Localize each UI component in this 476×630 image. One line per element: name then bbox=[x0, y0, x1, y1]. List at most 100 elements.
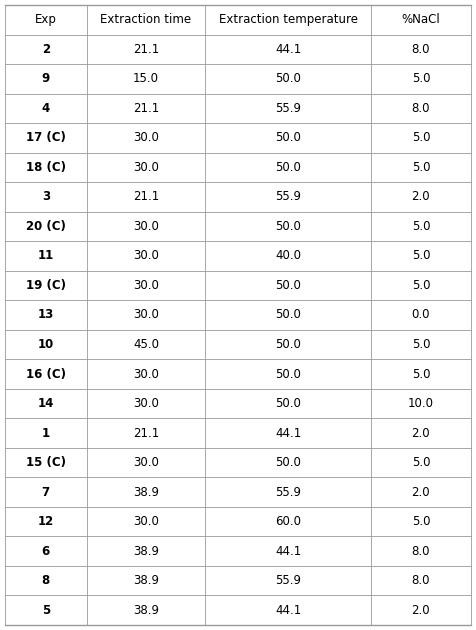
Bar bbox=[205, 64, 371, 94]
Text: 30.0: 30.0 bbox=[133, 279, 159, 292]
Text: 40.0: 40.0 bbox=[275, 249, 301, 263]
Bar bbox=[205, 418, 371, 448]
Text: 2.0: 2.0 bbox=[412, 486, 430, 498]
Text: 30.0: 30.0 bbox=[133, 456, 159, 469]
Bar bbox=[87, 359, 205, 389]
Text: 30.0: 30.0 bbox=[133, 220, 159, 233]
Text: 50.0: 50.0 bbox=[275, 132, 301, 144]
Bar bbox=[371, 241, 471, 271]
Text: 2.0: 2.0 bbox=[412, 427, 430, 440]
Text: 50.0: 50.0 bbox=[275, 456, 301, 469]
Bar bbox=[5, 329, 87, 359]
Bar bbox=[205, 212, 371, 241]
Bar bbox=[371, 212, 471, 241]
Text: 5.0: 5.0 bbox=[412, 338, 430, 351]
Text: 10: 10 bbox=[38, 338, 54, 351]
Text: 55.9: 55.9 bbox=[275, 102, 301, 115]
Text: 5.0: 5.0 bbox=[412, 456, 430, 469]
Text: 17 (C): 17 (C) bbox=[26, 132, 66, 144]
Bar bbox=[5, 241, 87, 271]
Text: 3: 3 bbox=[42, 190, 50, 203]
Bar bbox=[87, 595, 205, 625]
Text: 30.0: 30.0 bbox=[133, 397, 159, 410]
Text: 60.0: 60.0 bbox=[275, 515, 301, 528]
Text: 44.1: 44.1 bbox=[275, 43, 301, 56]
Bar bbox=[87, 329, 205, 359]
Text: 2.0: 2.0 bbox=[412, 190, 430, 203]
Text: %NaCl: %NaCl bbox=[402, 13, 440, 26]
Text: 8.0: 8.0 bbox=[412, 43, 430, 56]
Text: 21.1: 21.1 bbox=[133, 190, 159, 203]
Text: 45.0: 45.0 bbox=[133, 338, 159, 351]
Bar bbox=[205, 5, 371, 35]
Bar bbox=[371, 301, 471, 329]
Text: 9: 9 bbox=[42, 72, 50, 85]
Text: 38.9: 38.9 bbox=[133, 604, 159, 617]
Bar bbox=[371, 123, 471, 152]
Text: 15 (C): 15 (C) bbox=[26, 456, 66, 469]
Bar bbox=[87, 212, 205, 241]
Bar bbox=[205, 448, 371, 478]
Text: 5: 5 bbox=[42, 604, 50, 617]
Text: 55.9: 55.9 bbox=[275, 574, 301, 587]
Text: Exp: Exp bbox=[35, 13, 57, 26]
Bar bbox=[371, 152, 471, 182]
Bar bbox=[371, 448, 471, 478]
Bar bbox=[371, 182, 471, 212]
Bar bbox=[205, 271, 371, 301]
Text: 30.0: 30.0 bbox=[133, 249, 159, 263]
Text: 30.0: 30.0 bbox=[133, 309, 159, 321]
Bar bbox=[205, 478, 371, 507]
Text: 50.0: 50.0 bbox=[275, 367, 301, 381]
Bar bbox=[5, 301, 87, 329]
Bar bbox=[5, 212, 87, 241]
Bar bbox=[371, 35, 471, 64]
Bar bbox=[205, 566, 371, 595]
Text: 50.0: 50.0 bbox=[275, 279, 301, 292]
Text: 5.0: 5.0 bbox=[412, 72, 430, 85]
Bar bbox=[205, 241, 371, 271]
Bar bbox=[87, 35, 205, 64]
Bar bbox=[205, 507, 371, 536]
Bar bbox=[371, 595, 471, 625]
Bar bbox=[5, 448, 87, 478]
Text: 50.0: 50.0 bbox=[275, 161, 301, 174]
Text: 8.0: 8.0 bbox=[412, 574, 430, 587]
Bar bbox=[371, 566, 471, 595]
Text: 50.0: 50.0 bbox=[275, 397, 301, 410]
Text: 50.0: 50.0 bbox=[275, 309, 301, 321]
Text: 2: 2 bbox=[42, 43, 50, 56]
Text: 30.0: 30.0 bbox=[133, 161, 159, 174]
Text: 5.0: 5.0 bbox=[412, 515, 430, 528]
Bar bbox=[205, 123, 371, 152]
Bar bbox=[5, 418, 87, 448]
Bar bbox=[5, 182, 87, 212]
Text: 8.0: 8.0 bbox=[412, 102, 430, 115]
Text: 55.9: 55.9 bbox=[275, 190, 301, 203]
Text: 30.0: 30.0 bbox=[133, 132, 159, 144]
Text: 15.0: 15.0 bbox=[133, 72, 159, 85]
Bar bbox=[205, 595, 371, 625]
Text: 2.0: 2.0 bbox=[412, 604, 430, 617]
Bar bbox=[5, 5, 87, 35]
Bar bbox=[371, 64, 471, 94]
Bar bbox=[87, 5, 205, 35]
Text: 8.0: 8.0 bbox=[412, 545, 430, 558]
Bar bbox=[87, 389, 205, 418]
Text: 44.1: 44.1 bbox=[275, 604, 301, 617]
Bar bbox=[5, 123, 87, 152]
Text: 21.1: 21.1 bbox=[133, 43, 159, 56]
Bar bbox=[205, 152, 371, 182]
Text: 1: 1 bbox=[42, 427, 50, 440]
Bar bbox=[371, 329, 471, 359]
Text: 55.9: 55.9 bbox=[275, 486, 301, 498]
Text: 5.0: 5.0 bbox=[412, 249, 430, 263]
Bar bbox=[205, 536, 371, 566]
Bar bbox=[5, 536, 87, 566]
Bar bbox=[205, 301, 371, 329]
Bar bbox=[5, 35, 87, 64]
Bar bbox=[87, 271, 205, 301]
Bar bbox=[371, 94, 471, 123]
Text: 14: 14 bbox=[38, 397, 54, 410]
Bar bbox=[87, 64, 205, 94]
